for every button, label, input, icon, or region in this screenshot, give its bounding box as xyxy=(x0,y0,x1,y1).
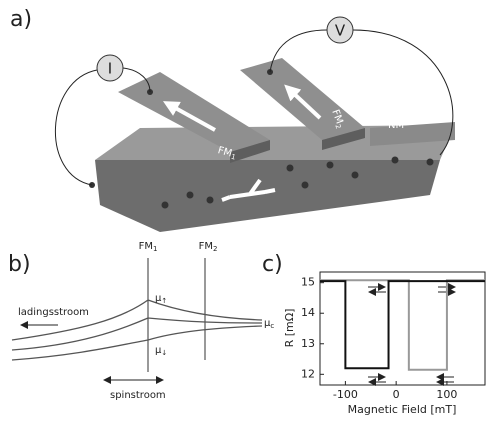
mu-c-label: μc xyxy=(264,318,274,330)
fm1-sub: 1 xyxy=(153,245,157,253)
mu-up-curve xyxy=(12,300,262,340)
mu-sub: ↓ xyxy=(161,349,167,357)
fm1-base: FM xyxy=(139,241,153,252)
voltmeter-label: V xyxy=(335,22,346,40)
y-tick-label: 13 xyxy=(301,337,315,350)
fm2-label: FM2 xyxy=(199,241,218,253)
nm-label: NM xyxy=(388,120,404,131)
panel-c: c) Magnetic Field [mT] R [mΩ] 12 13 14 15 -1… xyxy=(262,252,485,416)
panel-a: a) I V FM1 FM2 NM xyxy=(10,7,455,232)
panel-label: c) xyxy=(262,252,283,277)
series-line xyxy=(320,281,485,368)
fm2-sub: 2 xyxy=(213,245,217,253)
panel-label: b) xyxy=(8,252,31,277)
fm2-base: FM xyxy=(199,241,213,252)
panel-label: a) xyxy=(10,7,32,32)
mu-down-label: μ↓ xyxy=(155,345,167,357)
nm-front xyxy=(95,160,440,232)
charge-current-label: ladingsstroom xyxy=(18,307,89,318)
mu-sub: ↑ xyxy=(161,297,167,305)
current-source-label: I xyxy=(108,60,112,78)
y-axis-label: R [mΩ] xyxy=(283,309,296,348)
panel-b: b) FM1 FM2 μ↑ μ↓ μc ladingsstroom spinst… xyxy=(8,241,274,401)
mu-sub: c xyxy=(270,322,274,330)
figure: a) I V FM1 FM2 NM b) FM1 F xyxy=(0,0,499,424)
y-tick-label: 15 xyxy=(301,276,315,289)
y-tick-label: 14 xyxy=(301,306,315,319)
spin-current-label: spinstroom xyxy=(110,390,166,401)
x-tick-label: 0 xyxy=(393,388,400,401)
fm1-label: FM1 xyxy=(139,241,158,253)
x-tick-label: -100 xyxy=(333,388,358,401)
x-axis-label: Magnetic Field [mT] xyxy=(348,403,457,416)
mu-up-label: μ↑ xyxy=(155,293,167,305)
x-tick-label: 100 xyxy=(436,388,457,401)
y-tick-label: 12 xyxy=(301,367,315,380)
mu-down-curve xyxy=(12,326,262,360)
